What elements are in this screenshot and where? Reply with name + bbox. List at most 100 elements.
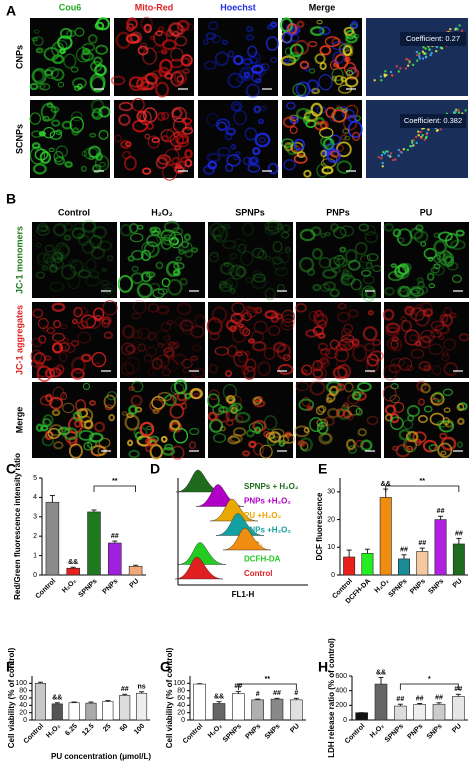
scatter-dot [419,130,422,134]
scatter-dot [405,57,408,61]
scatter-dot [380,157,383,160]
cell [177,241,193,253]
cell [366,358,379,373]
cell [191,367,206,379]
cell [412,431,427,444]
cell [297,440,306,447]
cell [59,48,66,54]
scatter-dot [439,46,443,49]
panel-label: D [150,461,160,477]
scatter-dot [457,111,461,114]
cell [155,261,164,270]
cell [251,340,267,352]
cell [54,363,65,374]
cell [347,404,361,416]
cell [437,442,453,458]
cell [227,265,241,277]
cell [331,266,342,274]
cell [173,379,188,395]
panel-label: E [318,461,327,477]
cell [298,256,315,273]
cell [205,32,216,41]
cell [72,411,83,422]
cell [350,278,362,291]
cell [282,116,296,129]
significance-mark: && [68,559,78,566]
cell [449,312,457,319]
cell [402,419,414,430]
cell [443,338,457,351]
cell [396,285,410,298]
legend-label: PNPs +H₂O₂ [244,497,291,506]
cell [283,159,296,171]
cell [190,325,205,339]
cell [228,253,238,259]
scatter-dot [421,134,424,137]
cell [323,281,337,292]
cell [217,405,229,414]
cell [209,332,220,341]
cell [71,77,88,89]
cell [145,271,156,279]
cell [365,262,373,270]
cell [36,225,50,236]
cell [428,283,436,289]
scatter-dot [402,147,406,151]
cell [242,328,251,337]
y-tick-label: 80 [177,688,185,695]
bar [68,702,80,721]
cell [264,221,280,231]
cell [134,431,144,441]
x-tick-label: H₂O₂ [61,578,78,595]
y-tick-label: 2 [33,533,37,540]
cell [98,129,109,140]
cell [121,150,132,160]
cell [144,133,150,140]
cell [90,99,105,113]
cell [152,45,163,53]
cell [339,225,355,237]
cell [324,36,340,48]
histogram-curve [174,556,224,580]
column-header: H₂O₂ [151,207,173,217]
cell [321,166,334,175]
bracket [237,683,297,690]
cell [319,45,332,56]
x-tick-label: SNPs [426,723,444,741]
cell [414,340,422,347]
cell [332,366,348,380]
cell [316,358,330,368]
cell [174,165,185,174]
cell [119,223,133,237]
cell [320,348,331,356]
column-header: PNPs [326,207,350,217]
cell [63,234,72,241]
y-tick-label: 60 [19,695,27,702]
cell [342,343,350,349]
scatter-dot [407,58,410,62]
cell [31,142,41,150]
cell [70,111,83,122]
cell [247,157,259,165]
cell [170,47,184,62]
cell [274,267,288,277]
cell [226,395,236,405]
cell [48,367,62,378]
cell [160,229,176,242]
cell [243,71,251,79]
cell [147,135,160,149]
significance-mark: # [256,691,260,698]
cell [229,325,237,333]
cell [210,251,219,258]
cell [432,391,444,403]
scatter-dot [416,53,419,57]
cell [45,393,53,403]
cell [171,156,182,166]
cell [156,233,167,245]
cell [58,342,71,352]
cell [442,417,450,426]
x-axis-label: PU concentration (μmol/L) [51,752,151,761]
cell [81,150,88,157]
scatter-dot [427,128,430,131]
cell [342,268,349,276]
